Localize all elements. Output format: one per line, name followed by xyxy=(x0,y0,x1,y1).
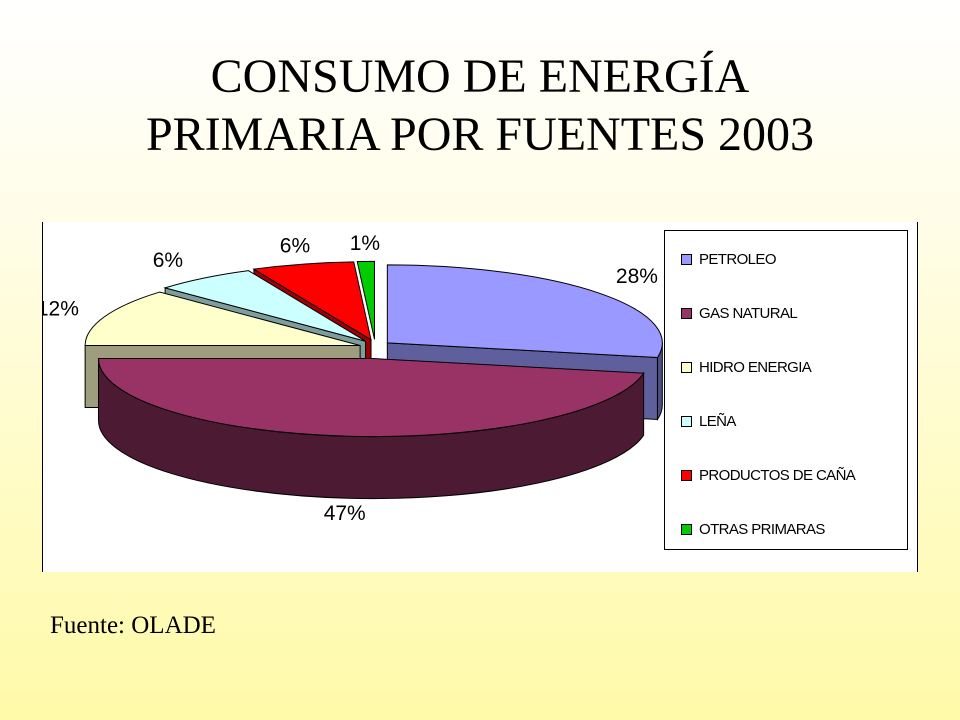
chart-right-edge xyxy=(917,222,918,572)
legend-item-hidro-energia: HIDRO ENERGIA xyxy=(681,357,812,377)
pie-chart: 28% 47% 12% 6% 6% 1% xyxy=(42,232,663,525)
title-line-1: CONSUMO DE ENERGÍA xyxy=(210,50,750,103)
source-note: Fuente: OLADE xyxy=(50,612,216,639)
pie-slice-hidro-energia xyxy=(84,291,361,346)
legend-label: LEÑA xyxy=(699,412,736,430)
chart-legend: PETROLEO GAS NATURAL HIDRO ENERGIA LEÑA PROD… xyxy=(664,230,908,550)
pie-slice-petroleo xyxy=(386,264,663,359)
chart-title: CONSUMO DE ENERGÍA PRIMARIA POR FUENTES … xyxy=(0,48,960,164)
chart-left-edge xyxy=(42,222,43,572)
legend-swatch xyxy=(681,523,692,535)
data-label-petroleo: 28% xyxy=(616,265,658,288)
legend-label: OTRAS PRIMARAS xyxy=(699,520,825,538)
chart-area: 28% 47% 12% 6% 6% 1% PETROLEO GAS NATURAL HIDRO… xyxy=(42,222,918,572)
legend-label: HIDRO ENERGIA xyxy=(699,358,812,376)
legend-label: PRODUCTOS DE CAÑA xyxy=(699,466,856,484)
data-label-productos-de-cana: 6% xyxy=(280,235,310,258)
data-label-gas-natural: 47% xyxy=(324,502,366,525)
legend-swatch xyxy=(681,307,692,319)
legend-swatch xyxy=(681,469,692,481)
legend-label: PETROLEO xyxy=(699,250,776,268)
data-label-otras-primaras: 1% xyxy=(350,232,380,255)
pie-slice-gas-natural xyxy=(97,358,645,438)
legend-item-petroleo: PETROLEO xyxy=(681,249,776,269)
pie-slice-productos-de-cana xyxy=(252,261,372,341)
legend-label: GAS NATURAL xyxy=(699,304,798,322)
legend-item-productos-de-cana: PRODUCTOS DE CAÑA xyxy=(681,465,856,485)
legend-swatch xyxy=(681,253,692,265)
title-line-2: PRIMARIA POR FUENTES 2003 xyxy=(145,108,815,161)
pie-slice-otras-primaras xyxy=(356,260,375,340)
data-label-hidro-energia: 12% xyxy=(42,297,79,320)
data-label-lena: 6% xyxy=(153,249,183,272)
legend-item-gas-natural: GAS NATURAL xyxy=(681,303,798,323)
legend-swatch xyxy=(681,361,692,373)
legend-item-lena: LEÑA xyxy=(681,411,736,431)
pie-slice-lena xyxy=(163,270,366,342)
legend-item-otras-primaras: OTRAS PRIMARAS xyxy=(681,519,825,539)
legend-swatch xyxy=(681,415,692,427)
